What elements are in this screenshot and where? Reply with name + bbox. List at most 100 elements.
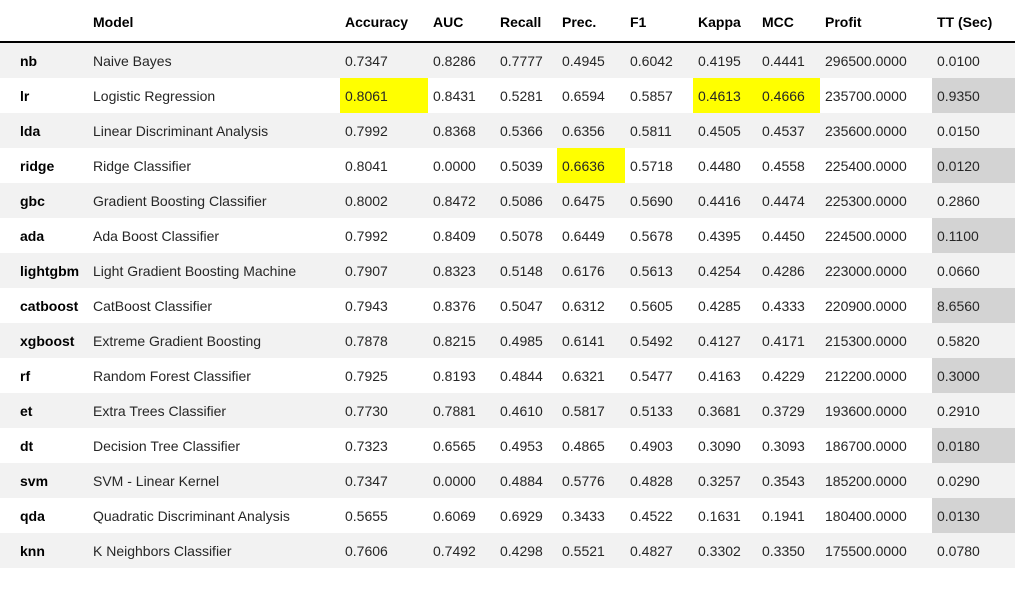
cell-et-tt: 0.2910 (932, 393, 1015, 428)
cell-lr-index: lr (20, 87, 30, 104)
cell-ada-f1: 0.5678 (630, 227, 673, 244)
cell-qda-index: qda (20, 507, 45, 524)
cell-lr-accuracy: 0.8061 (340, 78, 428, 113)
cell-lr-f1: 0.5857 (630, 87, 673, 104)
cell-qda-kappa: 0.1631 (698, 507, 741, 524)
cell-et-mcc: 0.3729 (757, 393, 820, 428)
cell-catboost-tt: 8.6560 (932, 288, 1015, 323)
cell-catboost-kappa: 0.4285 (698, 297, 741, 314)
cell-ada-model: Ada Boost Classifier (93, 227, 220, 244)
cell-nb-recall: 0.7777 (495, 42, 557, 78)
cell-et-f1: 0.5133 (625, 393, 693, 428)
cell-catboost-f1: 0.5605 (630, 297, 673, 314)
cell-svm-auc: 0.0000 (428, 463, 495, 498)
cell-catboost-auc: 0.8376 (433, 297, 476, 314)
cell-qda-profit: 180400.0000 (825, 507, 907, 524)
cell-lda-tt: 0.0150 (932, 113, 1015, 148)
cell-dt-auc: 0.6565 (433, 437, 476, 454)
cell-lr-tt: 0.9350 (932, 78, 1015, 113)
cell-gbc-kappa: 0.4416 (693, 183, 757, 218)
cell-ridge-profit: 225400.0000 (825, 157, 907, 174)
cell-knn-model: K Neighbors Classifier (88, 533, 340, 568)
column-header-auc: AUC (428, 0, 495, 43)
cell-xgboost-accuracy: 0.7878 (340, 323, 428, 358)
cell-qda-auc: 0.6069 (433, 507, 476, 524)
cell-lightgbm-prec: 0.6176 (557, 253, 625, 288)
cell-lr-profit: 235700.0000 (825, 87, 907, 104)
cell-xgboost-kappa: 0.4127 (693, 323, 757, 358)
cell-gbc-f1: 0.5690 (625, 183, 693, 218)
cell-svm-kappa: 0.3257 (693, 463, 757, 498)
cell-nb-kappa: 0.4195 (693, 42, 757, 78)
column-header-kappa: Kappa (693, 0, 757, 43)
cell-nb-mcc: 0.4441 (757, 42, 820, 78)
cell-rf-kappa: 0.4163 (698, 367, 741, 384)
table-header: Model Accuracy AUC Recall Prec. F1 Kappa MCC Pro… (0, 0, 1015, 43)
table-row-lightgbm: lightgbm Light Gradient Boosting Machine 0… (0, 253, 1015, 288)
table-row-ada: ada Ada Boost Classifier 0.7992 0.8409 0.507… (0, 218, 1015, 253)
cell-ridge-mcc: 0.4558 (762, 157, 805, 174)
column-header-mcc: MCC (757, 0, 820, 43)
cell-catboost-mcc: 0.4333 (762, 297, 805, 314)
cell-qda-accuracy: 0.5655 (345, 507, 388, 524)
cell-svm-accuracy: 0.7347 (340, 463, 428, 498)
cell-xgboost-prec: 0.6141 (557, 323, 625, 358)
cell-ridge-index: ridge (20, 157, 55, 174)
cell-et-model: Extra Trees Classifier (88, 393, 340, 428)
cell-xgboost-model: Extreme Gradient Boosting (88, 323, 340, 358)
cell-lda-prec: 0.6356 (557, 113, 625, 148)
table-row-catboost: catboost CatBoost Classifier 0.7943 0.8376 0… (0, 288, 1015, 323)
table-row-rf: rf Random Forest Classifier 0.7925 0.8193 0.… (0, 358, 1015, 393)
cell-ridge-f1: 0.5718 (630, 157, 673, 174)
cell-ridge-auc: 0.0000 (433, 157, 476, 174)
cell-xgboost-tt: 0.5820 (932, 323, 1015, 358)
cell-lda-auc: 0.8368 (428, 113, 495, 148)
cell-knn-accuracy: 0.7606 (340, 533, 428, 568)
cell-rf-f1: 0.5477 (630, 367, 673, 384)
cell-dt-model: Decision Tree Classifier (93, 437, 241, 454)
cell-svm-model: SVM - Linear Kernel (88, 463, 340, 498)
cell-dt-tt: 0.0180 (932, 428, 1015, 463)
cell-svm-recall: 0.4884 (495, 463, 557, 498)
cell-ada-recall: 0.5078 (500, 227, 543, 244)
cell-lr-model: Logistic Regression (93, 87, 216, 104)
cell-rf-prec: 0.6321 (562, 367, 605, 384)
cell-qda-recall: 0.6929 (500, 507, 543, 524)
cell-rf-recall: 0.4844 (500, 367, 543, 384)
cell-gbc-tt: 0.2860 (932, 183, 1015, 218)
cell-et-accuracy: 0.7730 (340, 393, 428, 428)
cell-gbc-mcc: 0.4474 (757, 183, 820, 218)
cell-gbc-profit: 225300.0000 (820, 183, 932, 218)
cell-et-index: et (0, 393, 88, 428)
cell-lr-mcc: 0.4666 (757, 78, 820, 113)
column-header-blank (0, 0, 88, 43)
cell-nb-f1: 0.6042 (625, 42, 693, 78)
cell-svm-f1: 0.4828 (625, 463, 693, 498)
cell-ada-kappa: 0.4395 (698, 227, 741, 244)
cell-dt-mcc: 0.3093 (762, 437, 805, 454)
cell-ridge-kappa: 0.4480 (698, 157, 741, 174)
cell-ridge-recall: 0.5039 (500, 157, 543, 174)
cell-lightgbm-auc: 0.8323 (428, 253, 495, 288)
cell-qda-mcc: 0.1941 (762, 507, 805, 524)
cell-et-recall: 0.4610 (495, 393, 557, 428)
cell-knn-kappa: 0.3302 (693, 533, 757, 568)
table-row-qda: qda Quadratic Discriminant Analysis 0.5655… (0, 498, 1015, 533)
cell-lda-recall: 0.5366 (495, 113, 557, 148)
cell-xgboost-profit: 215300.0000 (820, 323, 932, 358)
column-header-profit: Profit (820, 0, 932, 43)
cell-ridge-accuracy: 0.8041 (345, 157, 388, 174)
results-table: Model Accuracy AUC Recall Prec. F1 Kappa MCC Pro… (0, 0, 1015, 568)
cell-knn-profit: 175500.0000 (820, 533, 932, 568)
cell-catboost-prec: 0.6312 (562, 297, 605, 314)
cell-lr-auc: 0.8431 (433, 87, 476, 104)
cell-gbc-recall: 0.5086 (495, 183, 557, 218)
column-header-tt: TT (Sec) (932, 0, 1015, 43)
cell-dt-profit: 186700.0000 (825, 437, 907, 454)
cell-dt-accuracy: 0.7323 (345, 437, 388, 454)
cell-lightgbm-mcc: 0.4286 (757, 253, 820, 288)
cell-nb-profit: 296500.0000 (820, 42, 932, 78)
cell-et-prec: 0.5817 (557, 393, 625, 428)
cell-lightgbm-model: Light Gradient Boosting Machine (88, 253, 340, 288)
cell-dt-recall: 0.4953 (500, 437, 543, 454)
